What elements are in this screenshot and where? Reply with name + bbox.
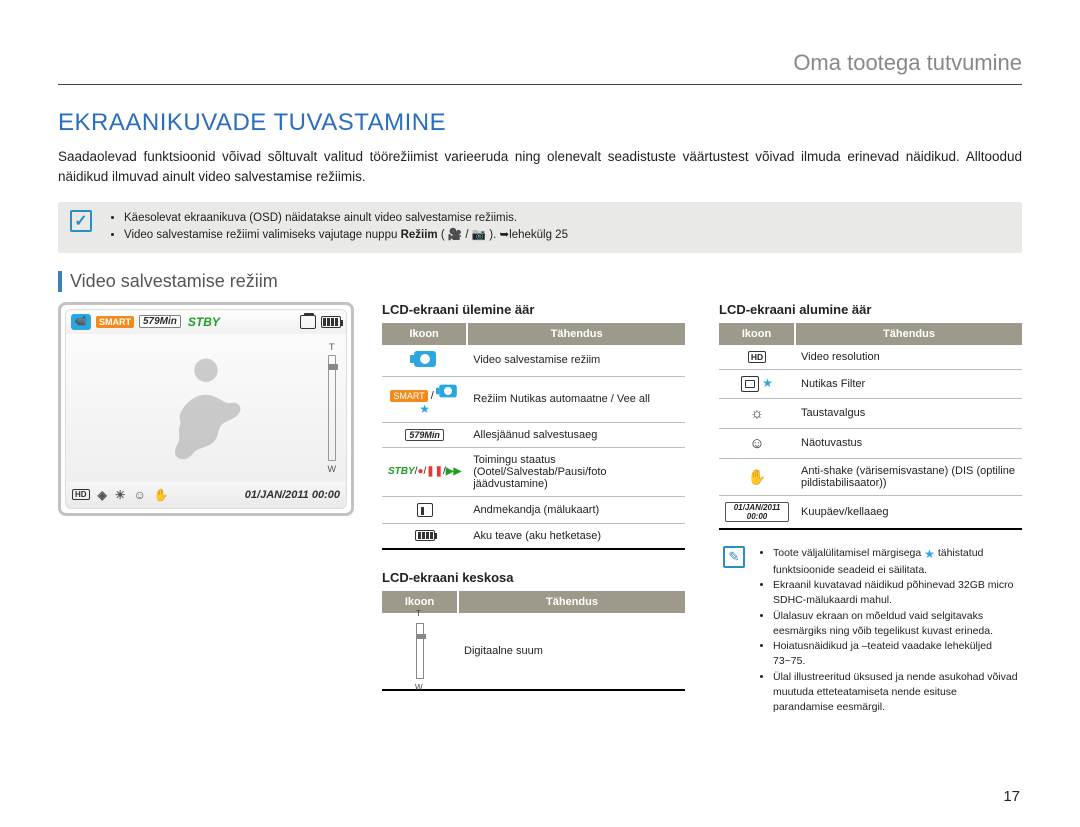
remaining-time: 579Min bbox=[139, 315, 181, 328]
standby-indicator: STBY bbox=[188, 315, 220, 329]
battery-icon bbox=[321, 316, 341, 328]
footnote-item: Ekraanil kuvatavad näidikud põhinevad 32… bbox=[773, 578, 1018, 608]
star-icon: ★ bbox=[924, 547, 935, 561]
manual-page: Oma tootega tutvumine EKRAANIKUVADE TUVA… bbox=[0, 0, 1080, 827]
star-icon: ★ bbox=[419, 402, 430, 416]
th-icon: Ikoon bbox=[719, 323, 795, 345]
cell-meaning: Andmekandja (mälukaart) bbox=[467, 496, 685, 523]
backlight-icon: ☀ bbox=[115, 488, 126, 502]
cell-meaning: Video salvestamise režiim bbox=[467, 345, 685, 377]
check-icon: ✓ bbox=[70, 210, 92, 232]
star-icon: ★ bbox=[762, 376, 773, 390]
capture-icon: ▶▶ bbox=[446, 466, 461, 477]
intro-paragraph: Saadaolevad funktsioonid võivad sõltuval… bbox=[58, 147, 1022, 186]
remaining-time-chip: 579Min bbox=[405, 429, 444, 441]
cell-meaning: Allesjäänud salvestusaeg bbox=[467, 422, 685, 447]
footnote-item: Ülal illustreeritud üksused ja nende asu… bbox=[773, 670, 1018, 716]
pencil-icon: ✎ bbox=[723, 546, 745, 568]
lcd-bottom-bar: HD ◈ ☀ ☺ ✋ 01/JAN/2011 00:00 bbox=[66, 482, 346, 508]
record-icon: ● bbox=[417, 466, 423, 477]
section-subhead: Video salvestamise režiim bbox=[58, 271, 1022, 292]
footnote-item: Hoiatusnäidikud ja –teateid vaadake lehe… bbox=[773, 639, 1018, 669]
note-list: Käesolevat ekraanikuva (OSD) näidatakse … bbox=[124, 210, 568, 245]
footnote-list: Toote väljalülitamisel märgisega ★ tähis… bbox=[773, 546, 1018, 716]
hd-icon: HD bbox=[72, 489, 90, 500]
facedetect-icon: ☺ bbox=[719, 428, 795, 458]
zoom-indicator-icon bbox=[416, 623, 424, 679]
smart-filter-icon bbox=[741, 376, 759, 392]
th-icon: Ikoon bbox=[382, 323, 467, 345]
smart-mode-icon: SMART bbox=[390, 390, 427, 402]
note-item: Käesolevat ekraanikuva (OSD) näidatakse … bbox=[124, 210, 568, 227]
lcd-preview: T W bbox=[66, 334, 346, 482]
table-upper: IkoonTähendus Video salvestamise režiim … bbox=[382, 323, 685, 550]
th-meaning: Tähendus bbox=[458, 591, 685, 613]
cell-meaning: Näotuvastus bbox=[795, 428, 1022, 458]
note-item: Video salvestamise režiimi valimiseks va… bbox=[124, 227, 568, 244]
camcorder-icon bbox=[414, 351, 436, 367]
cell-meaning: Video resolution bbox=[795, 345, 1022, 370]
cell-meaning: Režiim Nutikas automaatne / Vee all bbox=[467, 376, 685, 422]
pause-icon: ❚❚ bbox=[426, 466, 443, 477]
breadcrumb: Oma tootega tutvumine bbox=[58, 50, 1022, 85]
table-title-center: LCD-ekraani keskosa bbox=[382, 570, 685, 585]
table-lower: IkoonTähendus HD Video resolution ★ Nutika… bbox=[719, 323, 1022, 530]
hd-icon: HD bbox=[748, 351, 766, 363]
datetime-display: 01/JAN/2011 00:00 bbox=[245, 489, 340, 501]
table-title-lower: LCD-ekraani alumine äär bbox=[719, 302, 1022, 317]
zoom-indicator: T W bbox=[328, 342, 337, 474]
page-number: 17 bbox=[1003, 788, 1020, 805]
cell-meaning: Nutikas Filter bbox=[795, 369, 1022, 398]
footnote-box: ✎ Toote väljalülitamisel märgisega ★ täh… bbox=[719, 546, 1022, 716]
antishake-icon: ✋ bbox=[154, 488, 169, 502]
silhouette-icon bbox=[141, 343, 271, 473]
battery-icon bbox=[415, 530, 435, 541]
cell-meaning: Anti-shake (värisemisvastane) (DIS (opti… bbox=[795, 458, 1022, 495]
cell-meaning: Digitaalne suum bbox=[458, 613, 685, 690]
page-title: EKRAANIKUVADE TUVASTAMINE bbox=[58, 109, 1022, 137]
th-meaning: Tähendus bbox=[467, 323, 685, 345]
cell-meaning: Aku teave (aku hetketase) bbox=[467, 523, 685, 549]
underwater-icon bbox=[439, 384, 457, 397]
table-title-upper: LCD-ekraani ülemine äär bbox=[382, 302, 685, 317]
storage-card-icon bbox=[417, 503, 433, 517]
footnote-item: Toote väljalülitamisel märgisega ★ tähis… bbox=[773, 546, 1018, 579]
antishake-icon: ✋ bbox=[719, 458, 795, 495]
datetime-chip: 01/JAN/2011 00:00 bbox=[725, 502, 789, 522]
note-box: ✓ Käesolevat ekraanikuva (OSD) näidataks… bbox=[58, 202, 1022, 253]
th-meaning: Tähendus bbox=[795, 323, 1022, 345]
camcorder-icon: 📹 bbox=[71, 314, 91, 330]
smart-mode-icon: SMART bbox=[96, 316, 134, 328]
lcd-mockup: 📹 SMART 579Min STBY T bbox=[58, 302, 354, 516]
lcd-top-bar: 📹 SMART 579Min STBY bbox=[66, 310, 346, 334]
storage-card-icon bbox=[300, 315, 316, 329]
cell-meaning: Kuupäev/kellaaeg bbox=[795, 495, 1022, 529]
backlight-icon: ☼ bbox=[719, 398, 795, 428]
facedetect-icon: ☺ bbox=[134, 488, 146, 502]
cell-meaning: Taustavalgus bbox=[795, 398, 1022, 428]
filter-icon: ◈ bbox=[98, 488, 107, 502]
table-center: IkoonTähendus Digitaalne suum bbox=[382, 591, 685, 691]
footnote-item: Ülalasuv ekraan on mõeldud vaid selgitav… bbox=[773, 609, 1018, 639]
stby-icon: STBY bbox=[388, 466, 415, 477]
cell-meaning: Toimingu staatus (Ootel/Salvestab/Pausi/… bbox=[467, 447, 685, 496]
